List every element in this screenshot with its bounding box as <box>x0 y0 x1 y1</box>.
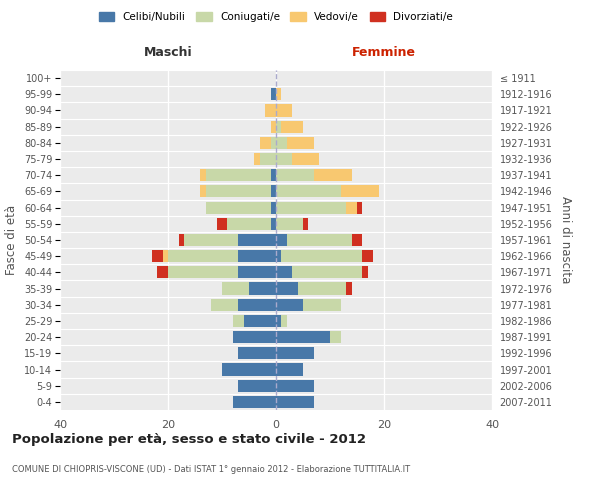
Bar <box>298 282 346 294</box>
Bar <box>281 250 362 262</box>
Bar <box>168 250 238 262</box>
Bar <box>276 218 303 230</box>
Bar <box>276 380 314 392</box>
Bar <box>233 315 244 327</box>
Text: COMUNE DI CHIOPRIS-VISCONE (UD) - Dati ISTAT 1° gennaio 2012 - Elaborazione TUTT: COMUNE DI CHIOPRIS-VISCONE (UD) - Dati I… <box>12 466 410 474</box>
Bar <box>249 282 276 294</box>
Bar <box>341 186 379 198</box>
Bar <box>271 120 276 132</box>
Bar <box>238 266 276 278</box>
Bar <box>222 364 276 376</box>
Bar <box>227 218 271 230</box>
Bar <box>276 396 314 408</box>
Bar <box>276 298 303 311</box>
Bar <box>238 298 276 311</box>
Text: Femmine: Femmine <box>352 46 416 59</box>
Text: Maschi: Maschi <box>143 46 193 59</box>
Bar <box>233 331 276 343</box>
Bar <box>211 298 238 311</box>
Bar <box>287 137 314 149</box>
Bar <box>271 186 276 198</box>
Bar <box>206 186 271 198</box>
Bar <box>346 282 352 294</box>
Bar <box>271 218 276 230</box>
Bar <box>292 266 362 278</box>
Bar <box>206 202 271 213</box>
Bar <box>303 298 341 311</box>
Bar <box>244 315 276 327</box>
Y-axis label: Anni di nascita: Anni di nascita <box>559 196 572 284</box>
Bar <box>217 218 227 230</box>
Bar <box>238 250 276 262</box>
Bar <box>157 266 168 278</box>
Bar <box>184 234 238 246</box>
Bar <box>200 186 206 198</box>
Bar <box>276 169 314 181</box>
Bar <box>362 250 373 262</box>
Bar <box>276 331 330 343</box>
Bar <box>238 348 276 360</box>
Bar <box>330 331 341 343</box>
Bar <box>260 153 276 165</box>
Bar <box>238 234 276 246</box>
Bar <box>357 202 362 213</box>
Bar <box>352 234 362 246</box>
Bar <box>206 169 271 181</box>
Bar <box>168 266 238 278</box>
Bar <box>163 250 168 262</box>
Bar <box>152 250 163 262</box>
Bar <box>271 88 276 101</box>
Bar <box>281 120 303 132</box>
Bar <box>314 169 352 181</box>
Bar <box>276 202 346 213</box>
Bar <box>281 315 287 327</box>
Bar <box>271 202 276 213</box>
Bar <box>276 186 341 198</box>
Bar <box>271 137 276 149</box>
Bar <box>179 234 184 246</box>
Bar <box>276 282 298 294</box>
Bar <box>276 266 292 278</box>
Bar <box>362 266 368 278</box>
Bar <box>346 202 357 213</box>
Bar <box>222 282 249 294</box>
Bar <box>276 88 281 101</box>
Bar <box>276 120 281 132</box>
Bar <box>276 348 314 360</box>
Bar <box>238 380 276 392</box>
Bar <box>265 104 276 117</box>
Bar <box>287 234 352 246</box>
Text: Popolazione per età, sesso e stato civile - 2012: Popolazione per età, sesso e stato civil… <box>12 432 366 446</box>
Bar <box>260 137 271 149</box>
Bar <box>292 153 319 165</box>
Bar <box>276 234 287 246</box>
Bar <box>276 364 303 376</box>
Bar <box>233 396 276 408</box>
Bar <box>276 153 292 165</box>
Legend: Celibi/Nubili, Coniugati/e, Vedovi/e, Divorziati/e: Celibi/Nubili, Coniugati/e, Vedovi/e, Di… <box>95 8 457 26</box>
Bar <box>254 153 260 165</box>
Bar <box>276 315 281 327</box>
Y-axis label: Fasce di età: Fasce di età <box>5 205 19 275</box>
Bar <box>276 104 292 117</box>
Bar <box>200 169 206 181</box>
Bar <box>276 137 287 149</box>
Bar <box>271 169 276 181</box>
Bar <box>303 218 308 230</box>
Bar <box>276 250 281 262</box>
